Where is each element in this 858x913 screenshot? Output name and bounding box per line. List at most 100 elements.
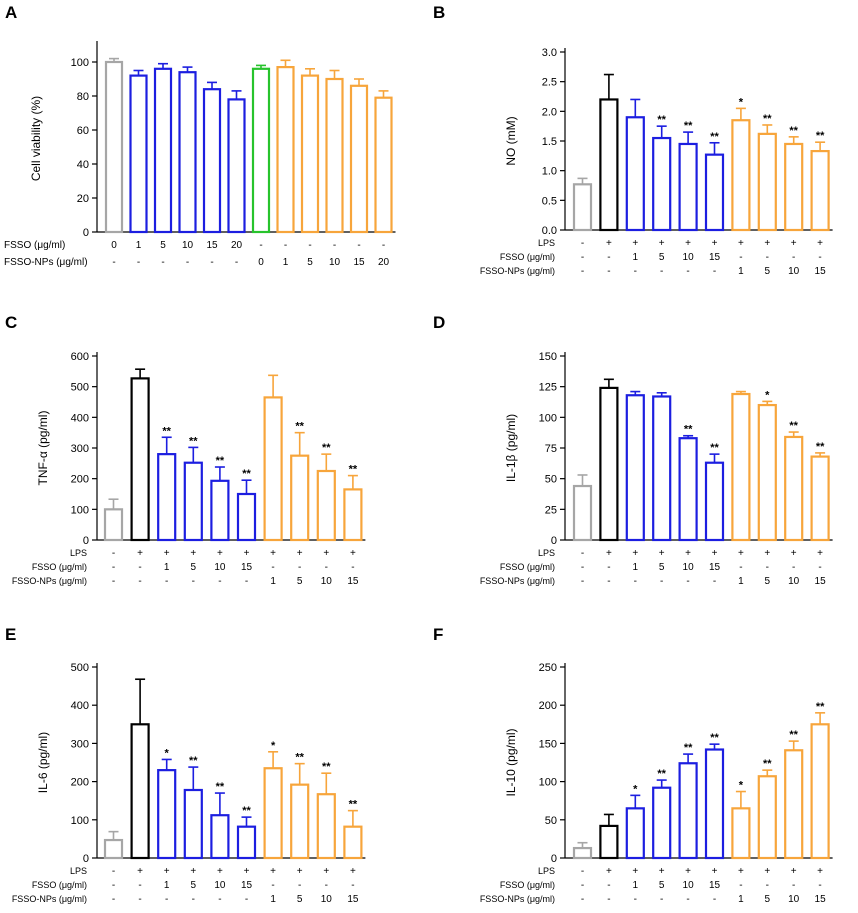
condition-value: + — [764, 238, 770, 249]
bar — [178, 71, 197, 234]
bar — [202, 88, 222, 234]
condition-row-label: FSSO-NPs (μg/ml) — [480, 894, 555, 904]
condition-value: - — [245, 894, 248, 905]
condition-value: - — [218, 894, 221, 905]
significance-label: ** — [349, 799, 358, 811]
y-tick-label: 50 — [545, 815, 557, 827]
condition-value: + — [190, 866, 196, 877]
panel-c: C 0 100 200 300 400 500 600 TNF-α (pg/ml) ** ** ** *… — [5, 313, 366, 587]
significance-label: ** — [763, 113, 772, 125]
condition-value: + — [738, 548, 744, 559]
condition-value: + — [606, 548, 612, 559]
condition-value: 10 — [321, 894, 333, 905]
y-tick-label: 2.0 — [542, 106, 557, 118]
significance-label: * — [165, 747, 170, 759]
y-tick-label: 0 — [551, 535, 557, 547]
y-tick-label: 100 — [71, 815, 89, 827]
condition-value: 5 — [297, 894, 303, 905]
bar — [652, 786, 672, 860]
significance-label: ** — [295, 752, 304, 764]
condition-value: + — [791, 548, 797, 559]
condition-value: - — [766, 562, 769, 573]
bar — [757, 403, 777, 542]
condition-value: + — [764, 866, 770, 877]
condition-value: - — [686, 266, 689, 277]
condition-value: - — [818, 252, 821, 263]
condition-value: - — [112, 576, 115, 587]
condition-value: - — [138, 894, 141, 905]
condition-value: - — [165, 894, 168, 905]
condition-value: - — [325, 562, 328, 573]
condition-value: - — [186, 257, 189, 268]
condition-value: - — [112, 894, 115, 905]
condition-value: - — [792, 880, 795, 891]
bar — [625, 116, 645, 232]
condition-value: + — [190, 548, 196, 559]
condition-value: 10 — [214, 880, 226, 891]
significance-label: ** — [216, 455, 225, 467]
condition-row-label: FSSO-NPs (μg/ml) — [4, 257, 88, 268]
bar — [130, 377, 150, 542]
significance-label: ** — [242, 468, 251, 480]
bar — [757, 132, 777, 232]
condition-value: + — [217, 548, 223, 559]
condition-value: 0 — [111, 240, 117, 251]
bar — [374, 96, 393, 234]
condition-value: 15 — [347, 576, 359, 587]
condition-value: 1 — [164, 562, 170, 573]
bar — [599, 98, 619, 232]
bar — [210, 814, 230, 860]
bar — [276, 65, 295, 234]
y-tick-label: 250 — [539, 662, 557, 674]
bar — [300, 74, 320, 234]
condition-value: - — [686, 576, 689, 587]
condition-value: 1 — [136, 240, 142, 251]
bar — [183, 788, 203, 860]
condition-value: 10 — [214, 562, 226, 573]
condition-value: - — [218, 576, 221, 587]
condition-value: - — [581, 562, 584, 573]
condition-value: - — [351, 880, 354, 891]
condition-value: + — [738, 866, 744, 877]
condition-value: 5 — [659, 880, 665, 891]
bar — [343, 488, 363, 542]
y-tick-label: 0.0 — [542, 225, 557, 237]
condition-value: - — [298, 880, 301, 891]
condition-value: 10 — [182, 240, 194, 251]
panel-letter: C — [5, 313, 17, 332]
significance-label: ** — [657, 768, 666, 780]
condition-value: - — [138, 576, 141, 587]
y-axis-label: IL-1β (pg/ml) — [504, 414, 518, 482]
bar — [290, 454, 310, 542]
bar — [731, 807, 751, 860]
y-tick-label: 150 — [539, 738, 557, 750]
bar — [157, 453, 177, 542]
significance-label: ** — [162, 425, 171, 437]
condition-value: 10 — [683, 252, 695, 263]
condition-value: - — [351, 562, 354, 573]
bar — [236, 492, 257, 542]
bar — [572, 846, 593, 860]
significance-label: ** — [710, 732, 719, 744]
condition-value: + — [659, 866, 665, 877]
bar — [599, 386, 619, 542]
condition-value: - — [792, 562, 795, 573]
y-tick-label: 500 — [71, 662, 89, 674]
condition-value: - — [792, 252, 795, 263]
condition-value: + — [323, 866, 329, 877]
significance-label: ** — [789, 729, 798, 741]
bar — [704, 748, 725, 860]
condition-value: - — [634, 266, 637, 277]
condition-value: + — [632, 238, 638, 249]
y-tick-label: 1.0 — [542, 166, 557, 178]
condition-row-label: FSSO (μg/ml) — [500, 562, 555, 572]
significance-label: ** — [684, 120, 693, 132]
condition-value: + — [137, 548, 143, 559]
condition-value: + — [297, 548, 303, 559]
bar — [103, 838, 124, 860]
panel-letter: F — [433, 625, 443, 644]
bar — [810, 149, 830, 232]
condition-value: 5 — [765, 894, 771, 905]
condition-value: 1 — [633, 880, 639, 891]
